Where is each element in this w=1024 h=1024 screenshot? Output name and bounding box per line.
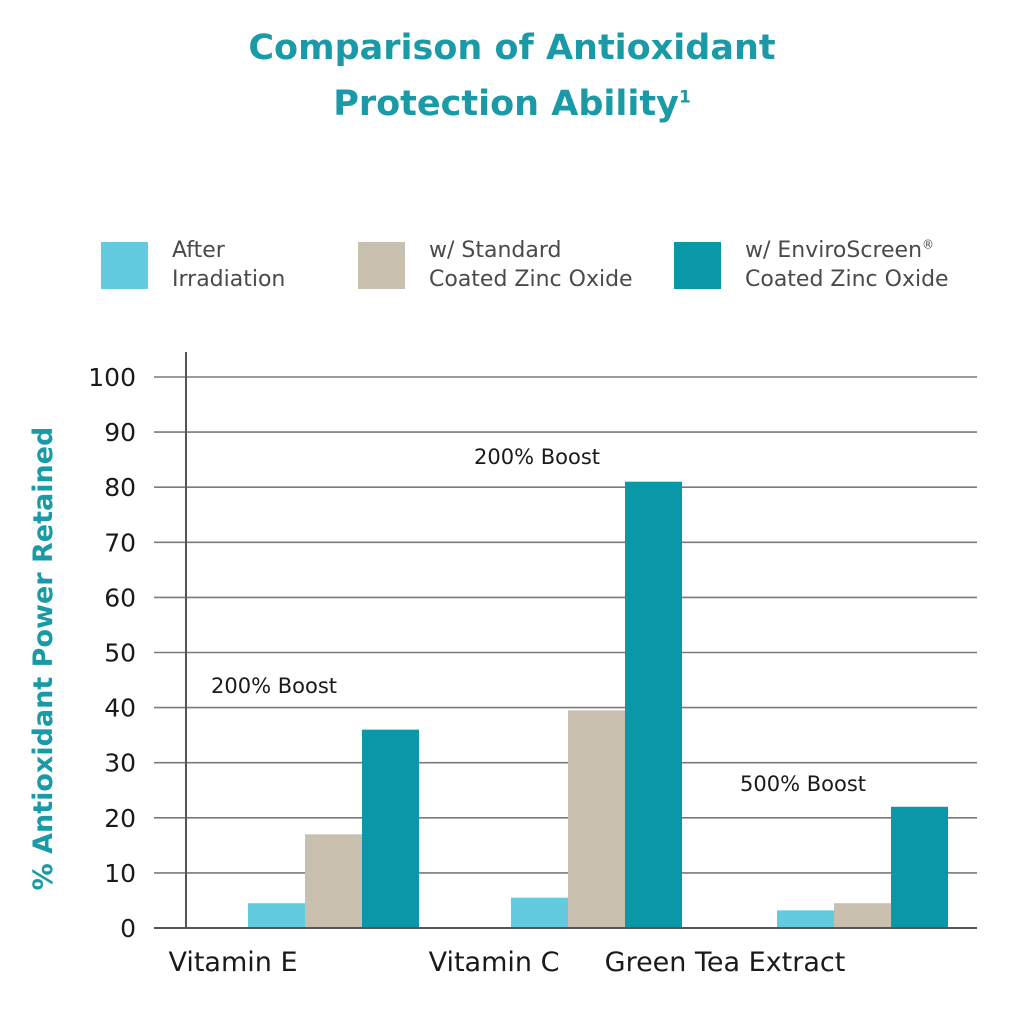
annotation-green-tea-extract: 500% Boost xyxy=(740,772,866,796)
y-tick-label-0: 0 xyxy=(120,914,136,943)
bars xyxy=(248,481,948,928)
annotation-vitamin-e: 200% Boost xyxy=(211,674,337,698)
bar-green-tea-extract-w-enviroscreen-coated-zinc-oxide xyxy=(891,806,948,928)
y-tick-label-50: 50 xyxy=(104,639,136,668)
legend-swatch-enviroscreen-zinc-oxide xyxy=(674,241,721,289)
bar-green-tea-extract-after-irradiation xyxy=(777,910,834,928)
bar-vitamin-c-w-enviroscreen-coated-zinc-oxide xyxy=(625,481,682,928)
legend-item-enviroscreen-zinc-oxide: w/ EnviroScreen® Coated Zinc Oxide xyxy=(674,236,949,294)
y-tick-label-30: 30 xyxy=(104,749,136,778)
legend-label-standard-line-1: w/ Standard xyxy=(429,238,562,263)
axes xyxy=(154,352,977,929)
chart-title: Comparison of Antioxidant Protection Abi… xyxy=(0,20,1024,132)
category-label-vitamin-c: Vitamin C xyxy=(429,947,560,978)
annotation-vitamin-c: 200% Boost xyxy=(474,445,600,469)
legend-swatch-after-irradiation xyxy=(101,241,148,289)
category-label-green-tea-extract: Green Tea Extract xyxy=(605,947,846,978)
legend-swatch-standard-zinc-oxide xyxy=(358,241,405,289)
y-axis-label: % Antioxidant Power Retained xyxy=(28,427,59,891)
chart-title-line-1: Comparison of Antioxidant xyxy=(248,28,776,68)
legend-label-enviroscreen-line-2: Coated Zinc Oxide xyxy=(745,267,949,292)
bar-green-tea-extract-w-standard-coated-zinc-oxide xyxy=(834,903,891,928)
bar-vitamin-e-after-irradiation xyxy=(248,903,305,928)
legend-item-standard-zinc-oxide: w/ Standard Coated Zinc Oxide xyxy=(358,236,633,294)
legend-label-after-irradiation-line-2: Irradiation xyxy=(172,267,286,292)
y-tick-label-20: 20 xyxy=(104,804,136,833)
y-tick-label-70: 70 xyxy=(104,528,136,557)
y-tick-label-40: 40 xyxy=(104,694,136,723)
y-tick-label-90: 90 xyxy=(104,418,136,447)
labels: 0 10 20 30 40 50 60 70 80 90 100 % Antioxidant Powe… xyxy=(28,363,866,978)
legend-item-after-irradiation: After Irradiation xyxy=(101,236,285,294)
y-tick-label-60: 60 xyxy=(104,583,136,612)
y-tick-label-80: 80 xyxy=(104,473,136,502)
bar-vitamin-e-w-enviroscreen-coated-zinc-oxide xyxy=(362,729,419,928)
bar-vitamin-c-after-irradiation xyxy=(511,897,568,928)
category-label-vitamin-e: Vitamin E xyxy=(168,947,297,978)
bar-vitamin-c-w-standard-coated-zinc-oxide xyxy=(568,710,625,928)
legend-label-after-irradiation-line-1: After xyxy=(172,238,225,263)
chart-title-line-2: Protection Ability1 xyxy=(333,84,691,124)
legend-registered-mark: ® xyxy=(922,237,935,252)
y-tick-label-10: 10 xyxy=(104,859,136,888)
legend-label-standard-line-2: Coated Zinc Oxide xyxy=(429,267,633,292)
title-superscript: 1 xyxy=(678,87,691,108)
bar-vitamin-e-w-standard-coated-zinc-oxide xyxy=(305,834,362,928)
legend-label-enviroscreen-line-1: w/ EnviroScreen xyxy=(745,238,923,263)
y-tick-label-100: 100 xyxy=(88,363,136,392)
